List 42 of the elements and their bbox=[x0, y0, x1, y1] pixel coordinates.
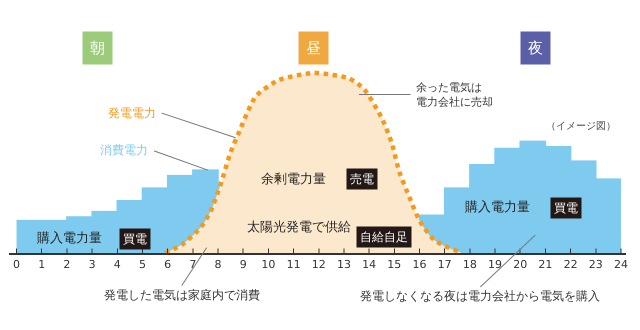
x-tick-label: 4 bbox=[114, 258, 121, 271]
annotation: 余った電気は電力会社に売却 bbox=[416, 81, 493, 108]
x-tick-label: 13 bbox=[336, 258, 351, 271]
x-tick-label: 3 bbox=[88, 258, 96, 271]
annotation: 購入電力量 bbox=[37, 231, 102, 246]
x-tick-label: 19 bbox=[488, 258, 502, 271]
x-tick-label: 9 bbox=[240, 258, 247, 271]
x-tick-label: 8 bbox=[214, 258, 222, 271]
annotation: 買電 bbox=[554, 201, 578, 215]
annotation: 売電 bbox=[350, 172, 374, 186]
text: 昼 bbox=[306, 39, 321, 57]
text: 発電した電気は家庭内で消費 bbox=[104, 288, 260, 302]
text: 発電しなくなる夜は電力会社から電気を購入 bbox=[360, 289, 600, 303]
text: 朝 bbox=[90, 39, 105, 57]
x-tick-label: 18 bbox=[462, 258, 477, 271]
x-tick-label: 17 bbox=[438, 258, 452, 271]
x-tick-label: 24 bbox=[614, 258, 628, 271]
annotation: （イメージ図） bbox=[546, 121, 616, 132]
x-tick-label: 5 bbox=[138, 258, 146, 271]
x-tick-label: 7 bbox=[189, 258, 196, 271]
x-tick-label: 23 bbox=[588, 258, 603, 271]
x-tick-label: 6 bbox=[164, 258, 172, 271]
x-tick-label: 14 bbox=[362, 258, 376, 271]
annotation: 購入電力量 bbox=[465, 200, 530, 215]
x-tick-label: 12 bbox=[312, 258, 326, 271]
x-tick-label: 1 bbox=[38, 258, 46, 271]
annotation: 太陽光発電で供給 bbox=[247, 220, 351, 235]
x-tick-label: 2 bbox=[63, 258, 70, 271]
x-tick-label: 21 bbox=[538, 258, 552, 271]
text: 夜 bbox=[528, 39, 543, 57]
text: 発電電力 bbox=[108, 106, 156, 120]
annotation: 買電 bbox=[123, 232, 147, 246]
x-tick-label: 16 bbox=[412, 258, 426, 271]
x-tick-label: 11 bbox=[286, 258, 301, 271]
text: 消費電力 bbox=[100, 143, 148, 157]
annotation: 余剰電力量 bbox=[261, 172, 326, 187]
x-tick-label: 0 bbox=[13, 258, 20, 271]
x-tick-label: 20 bbox=[513, 258, 528, 271]
annotation: 自給自足 bbox=[360, 230, 408, 244]
x-tick-label: 10 bbox=[261, 258, 276, 271]
x-tick-label: 15 bbox=[387, 258, 402, 271]
x-tick-label: 22 bbox=[564, 258, 578, 271]
